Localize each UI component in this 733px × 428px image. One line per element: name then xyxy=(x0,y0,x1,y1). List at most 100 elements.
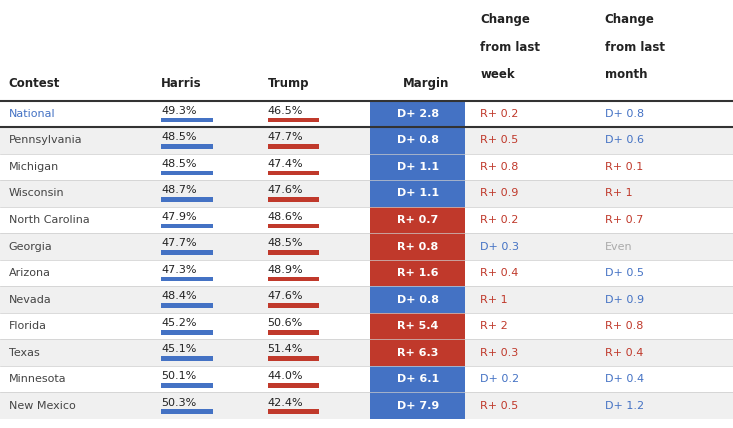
Text: 42.4%: 42.4% xyxy=(268,398,303,407)
Text: R+ 0.5: R+ 0.5 xyxy=(480,401,518,411)
Bar xyxy=(370,366,465,392)
Text: Nevada: Nevada xyxy=(9,294,51,305)
Bar xyxy=(370,286,465,313)
Text: R+ 0.4: R+ 0.4 xyxy=(605,348,643,358)
Text: D+ 2.8: D+ 2.8 xyxy=(397,109,439,119)
Text: 47.6%: 47.6% xyxy=(268,185,303,195)
Text: R+ 0.8: R+ 0.8 xyxy=(480,162,518,172)
Text: R+ 0.9: R+ 0.9 xyxy=(480,188,518,199)
Bar xyxy=(370,101,465,127)
Text: National: National xyxy=(9,109,56,119)
Bar xyxy=(268,250,319,255)
Bar xyxy=(161,410,213,414)
Text: D+ 0.8: D+ 0.8 xyxy=(397,135,439,146)
Text: from last: from last xyxy=(480,41,540,54)
Text: Change: Change xyxy=(605,13,655,26)
Text: 48.5%: 48.5% xyxy=(161,159,196,169)
Bar xyxy=(0,127,733,154)
Text: R+ 0.2: R+ 0.2 xyxy=(480,109,518,119)
Text: 50.3%: 50.3% xyxy=(161,398,196,407)
Bar xyxy=(161,330,213,335)
Bar xyxy=(268,383,319,388)
Text: 47.7%: 47.7% xyxy=(268,132,303,142)
Text: D+ 0.2: D+ 0.2 xyxy=(480,374,519,384)
Text: Minnesota: Minnesota xyxy=(9,374,67,384)
Text: D+ 1.1: D+ 1.1 xyxy=(397,162,439,172)
Bar xyxy=(370,392,465,419)
Text: Georgia: Georgia xyxy=(9,241,53,252)
Text: month: month xyxy=(605,68,647,81)
Text: 48.4%: 48.4% xyxy=(161,291,197,301)
Text: R+ 0.2: R+ 0.2 xyxy=(480,215,518,225)
Text: 44.0%: 44.0% xyxy=(268,371,303,381)
Text: R+ 1: R+ 1 xyxy=(480,294,508,305)
Bar xyxy=(161,383,213,388)
Bar xyxy=(268,410,319,414)
Text: 51.4%: 51.4% xyxy=(268,345,303,354)
Bar xyxy=(370,180,465,207)
Text: R+ 0.8: R+ 0.8 xyxy=(397,241,438,252)
Bar xyxy=(268,224,319,229)
Text: D+ 0.9: D+ 0.9 xyxy=(605,294,644,305)
Text: 45.1%: 45.1% xyxy=(161,345,196,354)
Text: R+ 6.3: R+ 6.3 xyxy=(397,348,438,358)
Text: D+ 0.3: D+ 0.3 xyxy=(480,241,519,252)
Bar xyxy=(268,357,319,361)
Bar xyxy=(161,303,213,308)
Text: Change: Change xyxy=(480,13,530,26)
Text: Pennsylvania: Pennsylvania xyxy=(9,135,82,146)
Bar xyxy=(370,127,465,154)
Bar xyxy=(268,277,319,282)
Text: D+ 0.8: D+ 0.8 xyxy=(397,294,439,305)
Text: Contest: Contest xyxy=(9,77,60,90)
Text: D+ 7.9: D+ 7.9 xyxy=(397,401,439,411)
Text: Margin: Margin xyxy=(403,77,449,90)
Text: R+ 5.4: R+ 5.4 xyxy=(397,321,438,331)
Text: Even: Even xyxy=(605,241,633,252)
Bar xyxy=(0,286,733,313)
Bar xyxy=(161,118,213,122)
Text: Arizona: Arizona xyxy=(9,268,51,278)
Text: Wisconsin: Wisconsin xyxy=(9,188,65,199)
Text: R+ 0.3: R+ 0.3 xyxy=(480,348,518,358)
Bar xyxy=(370,207,465,233)
Text: 50.6%: 50.6% xyxy=(268,318,303,328)
Bar xyxy=(161,197,213,202)
Bar xyxy=(268,197,319,202)
Text: R+ 0.1: R+ 0.1 xyxy=(605,162,643,172)
Bar xyxy=(0,233,733,260)
Text: New Mexico: New Mexico xyxy=(9,401,75,411)
Text: 48.9%: 48.9% xyxy=(268,265,303,275)
Text: R+ 0.8: R+ 0.8 xyxy=(605,321,643,331)
Bar xyxy=(370,313,465,339)
Bar xyxy=(0,392,733,419)
Text: Michigan: Michigan xyxy=(9,162,59,172)
Text: 47.6%: 47.6% xyxy=(268,291,303,301)
Text: 47.9%: 47.9% xyxy=(161,212,197,222)
Text: Texas: Texas xyxy=(9,348,40,358)
Bar xyxy=(370,154,465,180)
Text: R+ 1: R+ 1 xyxy=(605,188,633,199)
Bar xyxy=(161,277,213,282)
Text: D+ 0.5: D+ 0.5 xyxy=(605,268,644,278)
Bar xyxy=(268,303,319,308)
Bar xyxy=(161,224,213,229)
Text: 49.3%: 49.3% xyxy=(161,106,196,116)
Bar xyxy=(370,260,465,286)
Text: D+ 1.2: D+ 1.2 xyxy=(605,401,644,411)
Text: Trump: Trump xyxy=(268,77,309,90)
Text: D+ 0.8: D+ 0.8 xyxy=(605,109,644,119)
Bar xyxy=(161,171,213,175)
Text: Harris: Harris xyxy=(161,77,202,90)
Bar xyxy=(268,171,319,175)
Bar xyxy=(161,144,213,149)
Text: Florida: Florida xyxy=(9,321,47,331)
Bar xyxy=(268,330,319,335)
Text: week: week xyxy=(480,68,515,81)
Text: 50.1%: 50.1% xyxy=(161,371,196,381)
Text: 45.2%: 45.2% xyxy=(161,318,196,328)
Text: 47.3%: 47.3% xyxy=(161,265,196,275)
Text: 46.5%: 46.5% xyxy=(268,106,303,116)
Text: from last: from last xyxy=(605,41,665,54)
Bar xyxy=(161,250,213,255)
